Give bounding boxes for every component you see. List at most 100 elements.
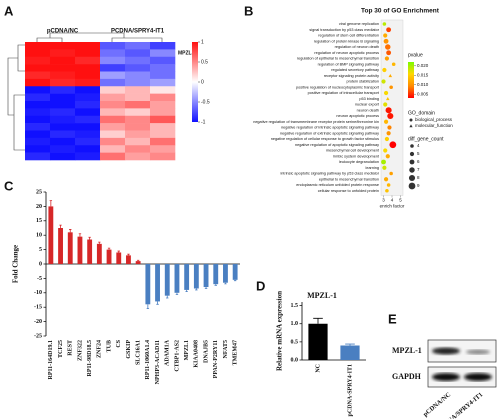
term-label: p53 binding: [359, 97, 379, 101]
dot: [381, 159, 386, 165]
heatmap-cell: [50, 145, 76, 153]
error-bar: [224, 282, 227, 285]
heatmap-cell: [150, 78, 176, 87]
blot-lane-label: pCDNA/NC: [422, 391, 452, 418]
colorbar-tick-label: 0: [201, 79, 204, 85]
dot: [382, 165, 387, 170]
heatmap-cell: [50, 71, 76, 80]
bar: [67, 232, 73, 264]
term-label: regulation of protein kinase B signaling: [314, 39, 379, 43]
bar: [96, 243, 102, 264]
heatmap-cell: [100, 152, 126, 161]
y-tick-label: 0: [39, 261, 42, 267]
heatmap-cell: [50, 108, 76, 117]
bar: [232, 264, 238, 280]
legend-colorbar: [408, 62, 414, 98]
bar: [174, 264, 180, 293]
column-group-label: pCDNA/NC: [47, 29, 79, 35]
heatmap-cell: [150, 145, 176, 153]
term-label: leukocyte degranulation: [339, 160, 379, 164]
x-tick-label: SLC16A1: [136, 340, 142, 365]
y-tick-label: 1.0: [291, 321, 299, 327]
x-tick-label: PPAN-P2RY11: [213, 340, 219, 378]
dot: [383, 177, 389, 182]
heatmap-cell: [100, 108, 126, 117]
dot: [381, 79, 386, 84]
x-tick-label: RP11-164D19.1: [48, 340, 54, 380]
x-tick-label: RP11-98D18.5: [87, 340, 93, 377]
x-tick-label: NFAT5: [223, 340, 229, 358]
heatmap-cell: [25, 145, 51, 153]
heatmap-cell: [125, 86, 151, 94]
heatmap-cell: [75, 137, 101, 146]
bar: [308, 323, 328, 360]
heatmap-cell: [100, 130, 126, 139]
dot: [383, 90, 389, 96]
legend-size: [408, 182, 416, 190]
dendrogram: [7, 32, 163, 151]
heatmap-cell: [25, 49, 51, 58]
heatmap-cell: [150, 86, 176, 94]
heatmap-cell: [125, 64, 151, 72]
dot: [383, 119, 389, 124]
heatmap-cell: [75, 115, 101, 124]
heatmap-cell: [25, 78, 51, 87]
heatmap-cell: [150, 130, 176, 139]
blot-row-label: MPZL-1: [392, 346, 422, 355]
heatmap-cell: [25, 115, 51, 124]
dot: [385, 188, 389, 193]
panel-letter: D: [256, 278, 265, 293]
bar: [135, 261, 141, 264]
legend-size: [408, 174, 416, 182]
heatmap-cell: [100, 71, 126, 80]
legend-title: pvalue: [408, 52, 423, 58]
x-tick-label: GSKIP: [126, 340, 132, 359]
term-label: regulation of neuron death: [335, 45, 379, 49]
error-bar: [175, 292, 179, 295]
chart-title: MPZL-1: [307, 291, 337, 300]
y-tick-label: 15: [36, 218, 42, 224]
dot: [383, 38, 389, 44]
y-tick-label: 20: [36, 204, 42, 210]
dot: [391, 62, 396, 67]
heatmap-cell: [125, 115, 151, 124]
x-tick-label: 5: [399, 198, 402, 203]
term-label: intrinsic apoptotic signaling pathway by…: [280, 172, 379, 176]
legend-title: GO_domain: [408, 110, 435, 116]
heatmap-cell: [125, 71, 151, 80]
heatmap-cell: [150, 152, 176, 161]
heatmap-cell: [150, 108, 176, 117]
heatmap-cell: [75, 123, 101, 131]
x-tick-label: RP11-1060A1.4: [145, 340, 151, 380]
heatmap-cell: [75, 64, 101, 72]
x-axis-label: enrich factor: [380, 204, 405, 209]
bar: [77, 236, 83, 264]
bar: [184, 264, 190, 290]
dot: [385, 44, 391, 50]
heatmap-cell: [75, 49, 101, 58]
bar: [116, 252, 122, 264]
bar: [213, 264, 219, 285]
y-tick-label: -20: [34, 319, 42, 325]
panel-letter: C: [4, 178, 14, 193]
heatmap-cell: [150, 123, 176, 131]
term-label: neuron death: [357, 108, 379, 112]
term-label: cellular response to unfolded protein: [318, 189, 379, 193]
x-tick-label: 3: [382, 198, 385, 203]
colorbar-tick-label: -1: [201, 119, 206, 125]
error-bar: [88, 236, 91, 240]
bar: [58, 228, 63, 264]
legend-label: biological_process: [415, 117, 453, 122]
legend-size: [409, 159, 415, 165]
error-bar: [185, 289, 188, 293]
bar: [164, 264, 170, 296]
heatmap-cell: [125, 123, 151, 131]
term-label: neuron apoptotic process: [336, 114, 379, 118]
heatmap-cell: [150, 56, 176, 65]
bar: [223, 264, 228, 283]
error-bar: [146, 304, 150, 310]
heatmap-cell: [50, 152, 76, 161]
heatmap-cell: [25, 93, 51, 102]
blot-row-label: GAPDH: [392, 372, 422, 381]
